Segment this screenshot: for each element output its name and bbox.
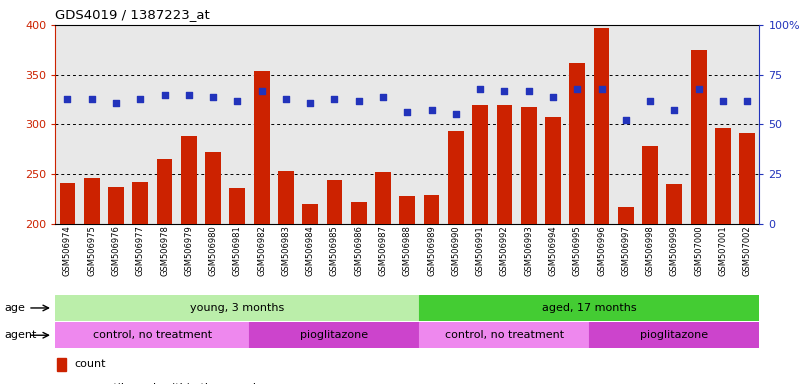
Bar <box>590 322 759 348</box>
Bar <box>157 159 172 224</box>
Text: control, no treatment: control, no treatment <box>445 330 564 340</box>
Bar <box>181 136 197 224</box>
Text: pioglitazone: pioglitazone <box>640 330 708 340</box>
Point <box>280 96 292 102</box>
Bar <box>715 128 731 224</box>
Point <box>498 88 511 94</box>
Point <box>668 108 681 114</box>
Text: pioglitazone: pioglitazone <box>300 330 368 340</box>
Point <box>376 93 389 99</box>
Point <box>158 91 171 98</box>
Bar <box>375 172 391 224</box>
Bar <box>594 28 610 224</box>
Bar <box>690 50 706 224</box>
Point <box>595 86 608 92</box>
Point <box>134 96 147 102</box>
Bar <box>420 295 759 321</box>
Point <box>85 96 98 102</box>
Point <box>304 99 316 106</box>
Text: young, 3 months: young, 3 months <box>190 303 284 313</box>
Text: count: count <box>74 359 106 369</box>
Point <box>546 93 559 99</box>
Bar <box>302 204 318 224</box>
Bar <box>642 146 658 224</box>
Bar <box>249 322 420 348</box>
Text: aged, 17 months: aged, 17 months <box>542 303 637 313</box>
Point <box>110 99 123 106</box>
Point <box>571 86 584 92</box>
Bar <box>739 133 755 224</box>
Point <box>644 98 657 104</box>
Point <box>183 91 195 98</box>
Point <box>522 88 535 94</box>
Bar <box>351 202 367 224</box>
Bar <box>84 178 99 224</box>
Point <box>207 93 219 99</box>
Point <box>692 86 705 92</box>
Bar <box>400 196 415 224</box>
Bar <box>497 104 513 224</box>
Bar <box>254 71 269 224</box>
Bar <box>108 187 124 224</box>
Bar <box>420 322 590 348</box>
Bar <box>521 106 537 224</box>
Point <box>231 98 244 104</box>
Bar <box>229 188 245 224</box>
Bar <box>618 207 634 224</box>
Bar <box>59 183 75 224</box>
Point <box>473 86 486 92</box>
Point <box>400 109 413 116</box>
Bar <box>666 184 682 224</box>
Point <box>449 111 462 118</box>
Point <box>352 98 365 104</box>
Bar <box>55 322 249 348</box>
Point <box>425 108 438 114</box>
Bar <box>57 358 66 371</box>
Text: GDS4019 / 1387223_at: GDS4019 / 1387223_at <box>55 8 210 21</box>
Text: percentile rank within the sample: percentile rank within the sample <box>74 383 263 384</box>
Bar <box>545 118 561 224</box>
Text: age: age <box>4 303 25 313</box>
Bar <box>570 63 586 224</box>
Text: control, no treatment: control, no treatment <box>93 330 212 340</box>
Bar <box>55 295 420 321</box>
Point <box>61 96 74 102</box>
Point <box>328 96 341 102</box>
Bar <box>205 152 221 224</box>
Point <box>717 98 730 104</box>
Point <box>741 98 754 104</box>
Bar <box>424 195 440 224</box>
Bar <box>327 180 342 224</box>
Point <box>256 88 268 94</box>
Bar <box>473 104 488 224</box>
Bar <box>448 131 464 224</box>
Text: agent: agent <box>4 330 36 340</box>
Point <box>619 118 632 124</box>
Bar <box>278 171 294 224</box>
Bar <box>132 182 148 224</box>
